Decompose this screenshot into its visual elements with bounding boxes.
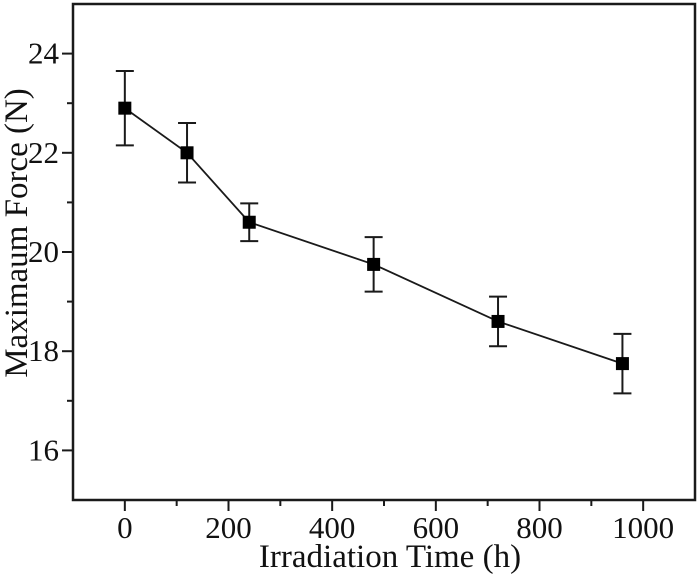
- axis-ticks-layer: [62, 52, 645, 511]
- x-axis-tick-label: 600: [413, 510, 460, 545]
- x-axis-label: Irradiation Time (h): [259, 539, 521, 575]
- data-series-layer: [115, 69, 632, 395]
- plot-frame: [71, 2, 697, 502]
- y-axis-tick-label: 22: [28, 135, 59, 170]
- y-axis-tick-label: 20: [28, 234, 59, 269]
- y-axis-label: Maximaum Force (N): [0, 88, 35, 378]
- x-axis-tick-label: 800: [516, 510, 563, 545]
- series-line: [124, 107, 623, 365]
- x-axis-tick-label: 1000: [612, 510, 674, 545]
- data-point-marker: [367, 257, 381, 271]
- y-axis-tick-label: 16: [28, 432, 59, 467]
- axis-text-layer: 0 200 400 600 800 1000 16 18 20 22 24 Irradiation T…: [0, 36, 674, 575]
- data-point-marker: [491, 314, 505, 328]
- y-axis-tick-label: 24: [28, 36, 60, 71]
- data-point-marker: [118, 101, 132, 115]
- data-point-marker: [615, 357, 629, 371]
- x-axis-tick-label: 400: [309, 510, 356, 545]
- x-axis-tick-label: 200: [205, 510, 252, 545]
- data-point-marker: [180, 146, 194, 160]
- x-axis-tick-label: 0: [117, 510, 133, 545]
- y-axis-tick-label: 18: [28, 333, 59, 368]
- plot-frame-layer: [71, 2, 697, 502]
- data-point-marker: [242, 215, 256, 229]
